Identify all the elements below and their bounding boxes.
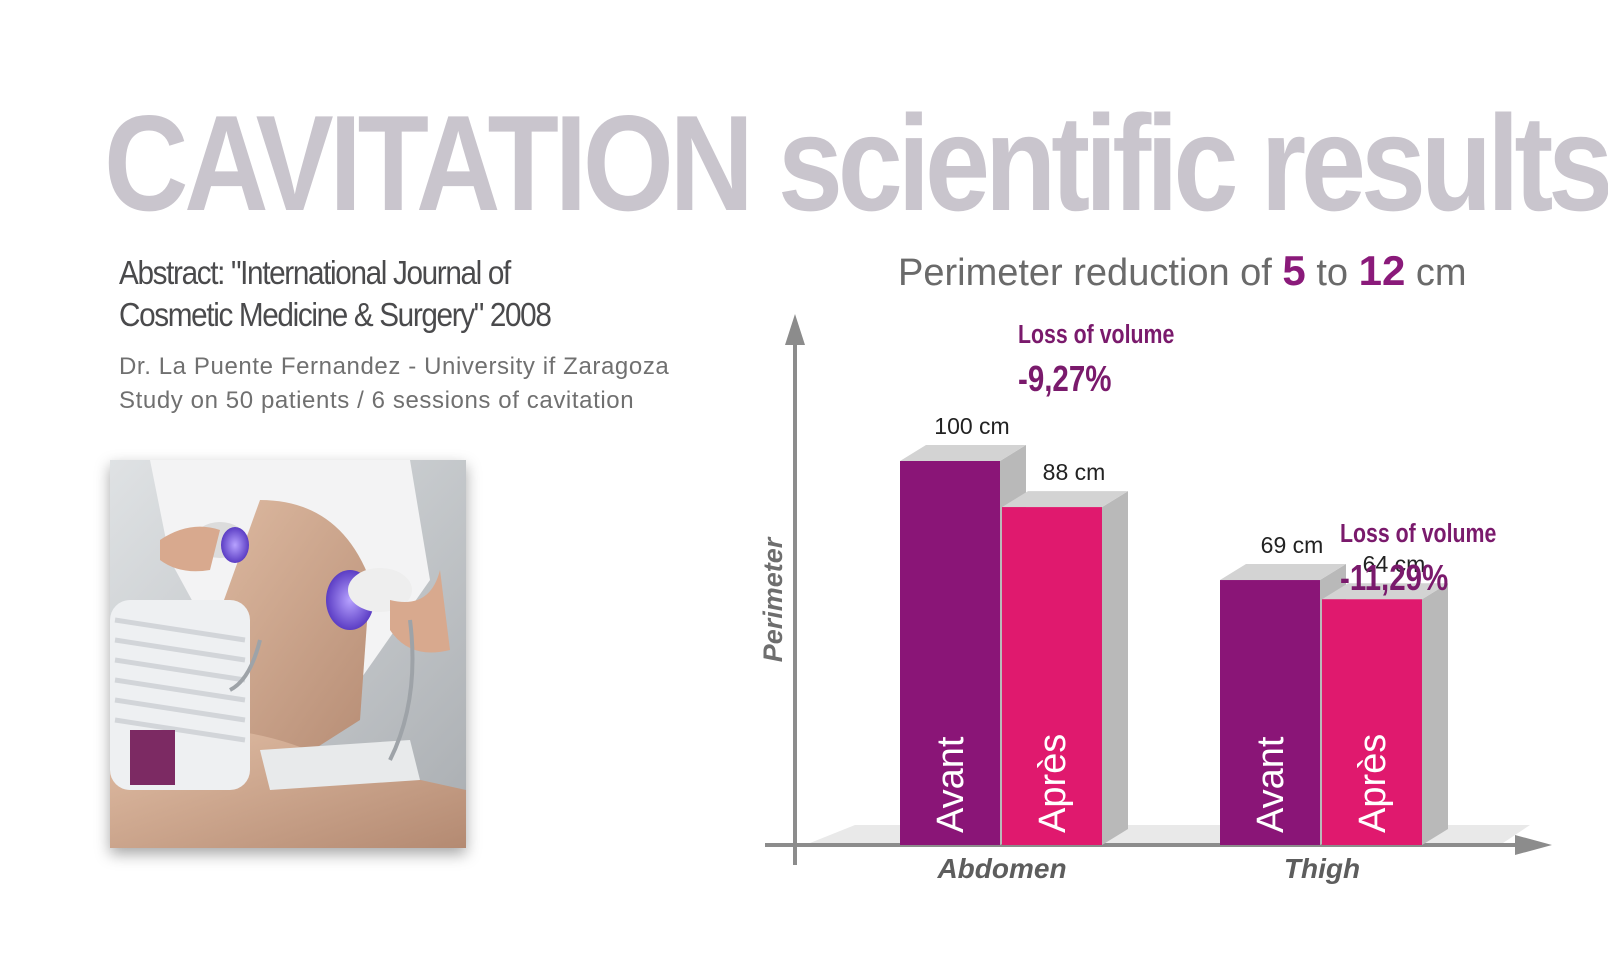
x-axis-arrow bbox=[1515, 835, 1552, 855]
chart-title-high: 12 bbox=[1358, 247, 1406, 294]
chart-title-mid: to bbox=[1316, 252, 1349, 294]
bar-top-abdomen-0 bbox=[900, 445, 1026, 461]
bar-top-thigh-0 bbox=[1220, 564, 1346, 581]
bar-thigh-1 bbox=[1322, 599, 1422, 845]
loss-of-volume-value: -11,29% bbox=[1340, 557, 1448, 597]
treatment-photo bbox=[110, 460, 466, 848]
cavitation-treatment-photo-icon bbox=[110, 460, 466, 848]
bar-series-label: Après bbox=[1352, 734, 1394, 833]
bar-series-label: Avant bbox=[1250, 736, 1292, 833]
bar-abdomen-1 bbox=[1002, 507, 1102, 845]
loss-of-volume-label: Loss of volume bbox=[1018, 320, 1174, 350]
authors-line1: Dr. La Puente Fernandez - University if … bbox=[119, 353, 670, 380]
bar-side-thigh-1 bbox=[1422, 583, 1448, 845]
bar-value-label: 88 cm bbox=[1043, 459, 1106, 485]
chart-title: Perimeter reduction of 5 to 12 cm bbox=[898, 246, 1467, 298]
y-axis-arrow bbox=[785, 314, 805, 345]
bar-side-abdomen-1 bbox=[1102, 491, 1128, 845]
bar-thigh-0 bbox=[1220, 580, 1320, 845]
loss-of-volume-label: Loss of volume bbox=[1340, 519, 1496, 549]
abstract-line1: Abstract: "International Journal of bbox=[119, 254, 511, 291]
bar-value-label: 64 cm bbox=[1363, 551, 1426, 577]
bar-value-label: 69 cm bbox=[1261, 532, 1324, 558]
x-tick-label: Abdomen bbox=[936, 853, 1066, 884]
bar-series-label: Après bbox=[1032, 734, 1074, 833]
study-authors: Dr. La Puente Fernandez - University if … bbox=[119, 350, 669, 418]
bar-top-thigh-1 bbox=[1322, 583, 1448, 600]
title-part1: CAVITATION bbox=[104, 87, 754, 239]
bar-abdomen-0 bbox=[900, 461, 1000, 845]
abstract-citation: Abstract: "International Journal of Cosm… bbox=[119, 252, 552, 336]
x-tick-label: Thigh bbox=[1284, 853, 1360, 884]
bar-series-label: Avant bbox=[930, 736, 972, 833]
title-part2: scientific results bbox=[777, 87, 1608, 239]
chart-title-prefix: Perimeter reduction of bbox=[898, 252, 1272, 294]
perimeter-bar-chart: Perimeter Avant 100 cm Après 88 cm Abdomen Ava… bbox=[760, 314, 1552, 884]
loss-of-volume-value: -9,27% bbox=[1018, 358, 1111, 398]
page-title: CAVITATION scientific results bbox=[104, 88, 1608, 238]
abstract-line2: Cosmetic Medicine & Surgery" 2008 bbox=[119, 296, 552, 333]
y-axis-label: Perimeter bbox=[760, 536, 788, 662]
bar-top-abdomen-1 bbox=[1002, 491, 1128, 508]
chart-title-unit: cm bbox=[1415, 252, 1467, 294]
bar-value-label: 100 cm bbox=[934, 413, 1009, 439]
authors-line2: Study on 50 patients / 6 sessions of cav… bbox=[119, 387, 635, 414]
chart-title-low: 5 bbox=[1282, 247, 1306, 294]
